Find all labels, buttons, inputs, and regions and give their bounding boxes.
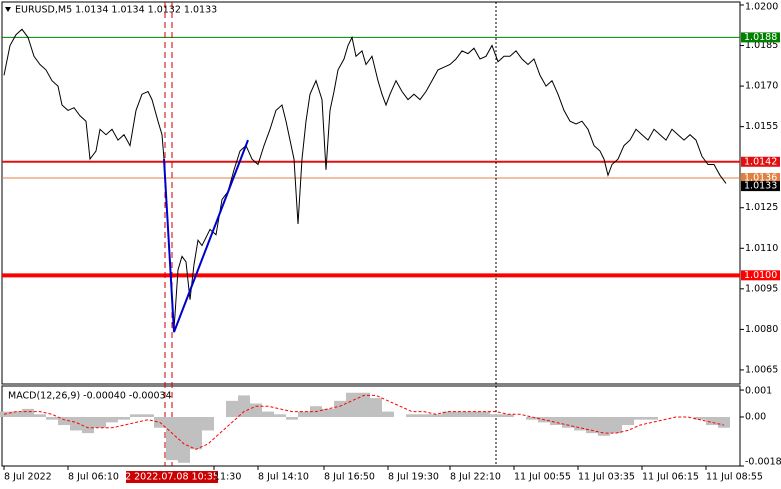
macd-bar <box>478 411 490 417</box>
level-label: 1.0100 <box>744 270 777 281</box>
macd-bar <box>82 416 94 434</box>
macd-bar <box>622 416 634 426</box>
macd-bar <box>22 408 34 417</box>
level-label-box <box>741 32 780 43</box>
macd-bar <box>430 414 442 417</box>
macd-bar <box>166 416 178 461</box>
macd-bar <box>598 416 610 436</box>
macd-bar <box>418 414 430 417</box>
x-tick-label: 11 Jul 06:15 <box>642 472 699 483</box>
x-tick-label: 11 Jul 00:55 <box>514 472 571 483</box>
time-label: 2 2022.07.08 10:35 <box>125 472 219 483</box>
last-price-box <box>741 181 780 192</box>
macd-bar <box>346 392 358 417</box>
x-tick-label: 8 Jul 22:10 <box>450 472 501 483</box>
level-label: 1.0136 <box>744 172 777 183</box>
macd-bar <box>298 411 310 417</box>
time-label-box <box>126 471 218 483</box>
macd-bar <box>334 400 346 417</box>
macd-bar <box>526 416 538 420</box>
y-tick-label: 1.0080 <box>745 324 778 335</box>
level-label: 1.0188 <box>744 32 777 43</box>
macd-bar <box>646 416 658 420</box>
y-tick-label: 0.001 <box>745 386 772 397</box>
macd-bar <box>286 416 298 420</box>
x-tick-label: 11 Jul 08:55 <box>706 472 763 483</box>
level-label: 1.0142 <box>744 156 777 167</box>
x-tick-label: 11 Jul 03:35 <box>578 472 635 483</box>
y-tick-label: 0.00 <box>745 411 766 422</box>
macd-bar <box>106 416 118 423</box>
macd-bar <box>130 414 142 417</box>
macd-bar <box>454 411 466 417</box>
macd-bar <box>634 416 646 420</box>
x-tick-label: 11:30 <box>214 472 241 483</box>
macd-bar <box>262 411 274 417</box>
macd-bar <box>58 416 70 426</box>
y-tick-label: 1.0200 <box>745 2 778 13</box>
y-tick-label: 1.0125 <box>745 202 778 213</box>
main-panel <box>1 1 741 385</box>
price-line <box>3 28 727 330</box>
macd-bar <box>406 414 418 417</box>
macd-bar <box>202 416 214 431</box>
macd-bar <box>274 414 286 417</box>
level-label-box <box>741 270 780 281</box>
y-tick-label: 1.0110 <box>745 243 778 254</box>
macd-bar <box>502 414 514 417</box>
macd-bar <box>550 416 562 426</box>
x-tick-label: 8 Jul 16:50 <box>324 472 375 483</box>
x-tick-label: 8 Jul 19:30 <box>388 472 439 483</box>
macd-bar <box>142 414 154 417</box>
y-tick-label: 1.0095 <box>745 283 778 294</box>
macd-bar <box>490 414 502 417</box>
macd-panel <box>1 385 741 467</box>
macd-bar <box>610 416 622 434</box>
trend-line <box>163 139 249 333</box>
y-tick-label: 1.0185 <box>745 40 778 51</box>
y-tick-label: -0.00182 <box>745 457 781 468</box>
level-label-box <box>741 172 780 183</box>
macd-bar <box>178 416 190 463</box>
macd-bar <box>70 416 82 431</box>
macd-bar <box>442 411 454 417</box>
macd-bar <box>118 416 130 420</box>
last-price-label: 1.0133 <box>744 181 777 192</box>
macd-bar <box>238 395 250 417</box>
level-label-box <box>741 156 780 167</box>
macd-bar <box>382 411 394 417</box>
macd-bar <box>190 416 202 450</box>
macd-bar <box>718 416 730 428</box>
x-tick-label: 8 Jul 14:10 <box>258 472 309 483</box>
macd-bar <box>322 408 334 417</box>
macd-bar <box>370 398 382 417</box>
macd-bar <box>250 403 262 417</box>
signal-line <box>3 394 725 450</box>
macd-bar <box>694 416 706 420</box>
macd-bar <box>10 411 22 417</box>
chart-title: EURUSD,M5 1.0134 1.0134 1.0132 1.0133 <box>15 5 217 16</box>
macd-bar <box>586 416 598 434</box>
menu-arrow <box>5 7 11 12</box>
macd-title: MACD(12,26,9) -0.00040 -0.00034 <box>8 391 172 402</box>
x-tick-label: 8 Jul 06:10 <box>68 472 119 483</box>
macd-bar <box>34 414 46 417</box>
macd-bar <box>706 416 718 426</box>
macd-bar <box>574 416 586 431</box>
macd-bar <box>226 400 238 417</box>
macd-bar <box>358 392 370 417</box>
macd-bar <box>46 416 58 420</box>
macd-bar <box>466 411 478 417</box>
y-tick-label: 1.0065 <box>745 364 778 375</box>
y-tick-label: 1.0170 <box>745 81 778 92</box>
macd-bar <box>94 416 106 428</box>
x-tick-label: 8 Jul 2022 <box>4 472 52 483</box>
macd-bar <box>562 416 574 428</box>
y-tick-label: 1.0155 <box>745 121 778 132</box>
